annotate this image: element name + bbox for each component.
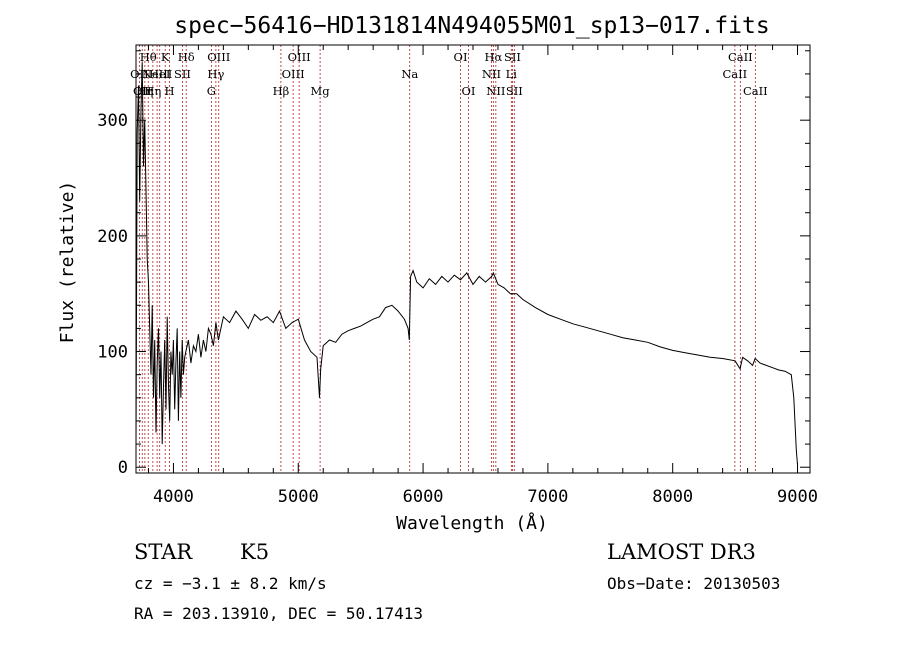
line-marker-label: NeIII bbox=[142, 67, 173, 81]
line-marker-label: OIII bbox=[288, 50, 311, 64]
line-marker-label: OI bbox=[454, 50, 468, 64]
redshift-text: cz = −3.1 ± 8.2 km/s bbox=[134, 574, 327, 593]
spectrum-line bbox=[135, 62, 798, 465]
line-marker-label: Hη bbox=[136, 84, 153, 98]
x-tick-label: 7000 bbox=[527, 487, 568, 507]
line-marker-label: Hβ bbox=[273, 84, 290, 98]
chart-title: spec−56416−HD131814N494055M01_sp13−017.f… bbox=[174, 13, 769, 39]
line-marker-label: Li bbox=[506, 67, 518, 81]
x-tick-label: 9000 bbox=[777, 487, 818, 507]
line-marker-label: NII bbox=[486, 84, 505, 98]
line-marker-label: HeI bbox=[149, 67, 170, 81]
line-marker-label: Hδ bbox=[178, 50, 195, 64]
x-axis-label: Wavelength (Å) bbox=[396, 512, 548, 534]
line-marker-label: G bbox=[207, 84, 216, 98]
line-marker-label: CaII bbox=[728, 50, 753, 64]
line-marker-label: Hη bbox=[144, 84, 161, 98]
line-marker-label: SII bbox=[506, 84, 523, 98]
y-tick-label: 200 bbox=[97, 227, 128, 247]
subclass-label: K5 bbox=[240, 540, 270, 564]
line-marker-label: Na bbox=[401, 67, 418, 81]
line-marker-label: Mg bbox=[311, 84, 331, 98]
line-marker-label: Hγ bbox=[207, 67, 224, 81]
line-marker-label: H bbox=[165, 84, 175, 98]
line-marker-label: Hθ bbox=[140, 50, 157, 64]
line-marker-label: NII bbox=[482, 67, 501, 81]
x-tick-label: 8000 bbox=[652, 487, 693, 507]
coordinates-text: RA = 203.13910, DEC = 50.17413 bbox=[134, 604, 423, 623]
obs-date-text: Obs−Date: 20130503 bbox=[607, 574, 781, 593]
line-marker-label: OI bbox=[462, 84, 476, 98]
line-marker-label: CaII bbox=[722, 67, 747, 81]
survey-label: LAMOST DR3 bbox=[607, 540, 756, 564]
y-tick-label: 100 bbox=[97, 343, 128, 363]
line-marker-label: OIII bbox=[282, 67, 305, 81]
axis-tick-labels: 4000 5000 6000 7000 8000 9000 0 100 200 300 bbox=[97, 111, 818, 507]
line-marker-label: SII bbox=[504, 50, 521, 64]
line-marker-labels: OIIOIIHηHθHηNeIIIHeIKHSIIHδGHγOIIIHβOIII… bbox=[130, 50, 768, 98]
line-marker-label: OIII bbox=[207, 50, 230, 64]
y-tick-label: 0 bbox=[118, 458, 128, 478]
line-marker-label: K bbox=[161, 50, 170, 64]
x-tick-label: 6000 bbox=[403, 487, 444, 507]
line-marker-label: CaII bbox=[743, 84, 768, 98]
line-marker-label: SII bbox=[174, 67, 191, 81]
line-markers bbox=[138, 45, 756, 473]
plot-frame bbox=[135, 44, 811, 474]
y-axis-label: Flux (relative) bbox=[57, 181, 78, 344]
line-marker-label: Hα bbox=[484, 50, 502, 64]
x-tick-label: 4000 bbox=[153, 487, 194, 507]
y-tick-label: 300 bbox=[97, 111, 128, 131]
axis-ticks bbox=[136, 45, 810, 473]
x-tick-label: 5000 bbox=[278, 487, 319, 507]
class-label: STAR bbox=[134, 540, 193, 564]
